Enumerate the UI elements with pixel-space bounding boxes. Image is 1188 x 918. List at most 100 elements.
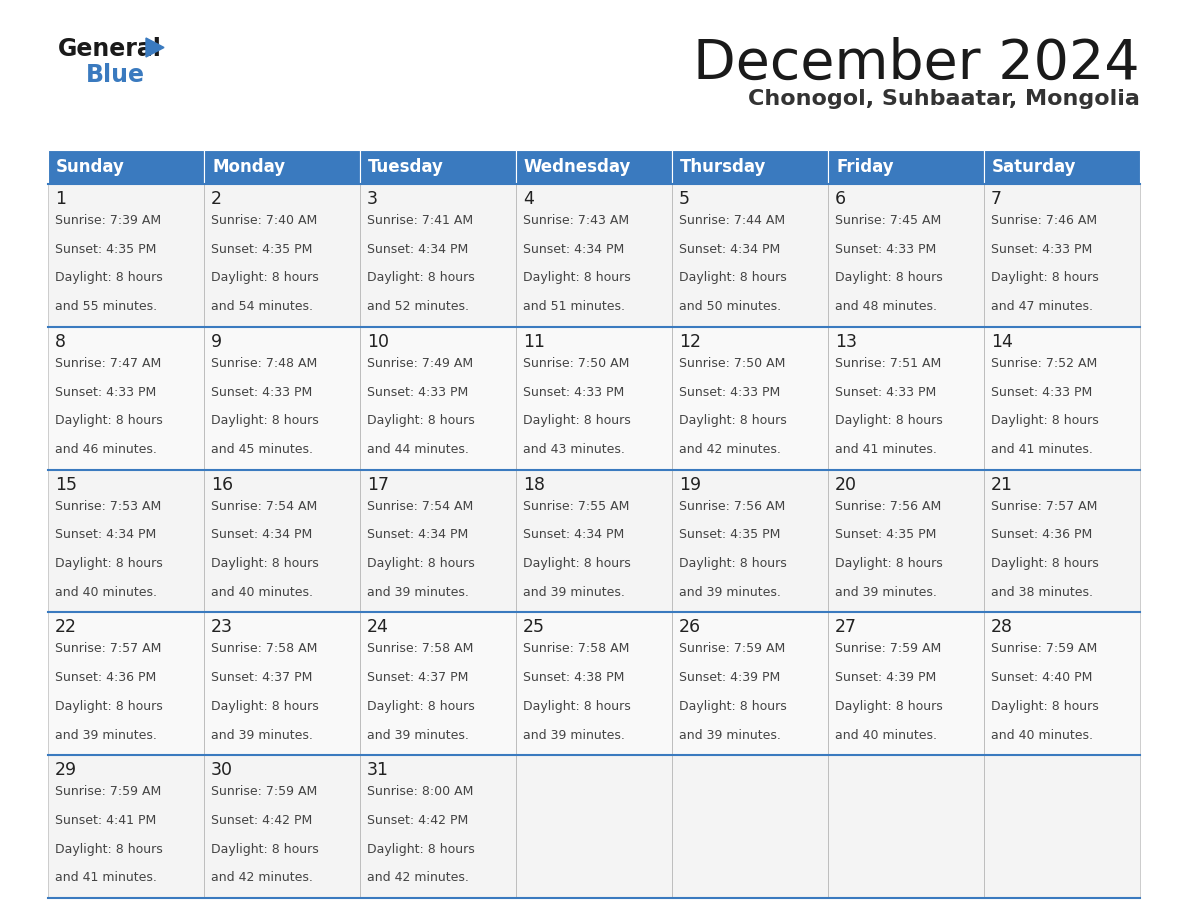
Text: Daylight: 8 hours: Daylight: 8 hours xyxy=(55,272,163,285)
Bar xyxy=(516,612,672,756)
Text: Blue: Blue xyxy=(86,63,145,87)
Bar xyxy=(516,327,672,470)
Text: Sunset: 4:33 PM: Sunset: 4:33 PM xyxy=(835,242,936,256)
Text: 30: 30 xyxy=(211,761,233,779)
Bar xyxy=(204,184,360,327)
Text: Sunset: 4:33 PM: Sunset: 4:33 PM xyxy=(991,386,1092,398)
Text: Sunset: 4:42 PM: Sunset: 4:42 PM xyxy=(211,814,312,827)
Text: and 42 minutes.: and 42 minutes. xyxy=(367,871,469,884)
Bar xyxy=(48,612,204,756)
Text: Daylight: 8 hours: Daylight: 8 hours xyxy=(991,557,1099,570)
Bar xyxy=(360,612,516,756)
Text: Sunset: 4:34 PM: Sunset: 4:34 PM xyxy=(523,528,624,542)
Text: 21: 21 xyxy=(991,476,1013,494)
Text: and 52 minutes.: and 52 minutes. xyxy=(367,300,469,313)
Text: December 2024: December 2024 xyxy=(694,37,1140,91)
Text: 14: 14 xyxy=(991,333,1013,351)
Bar xyxy=(360,184,516,327)
Bar xyxy=(672,470,828,612)
Bar xyxy=(828,756,984,898)
Text: 24: 24 xyxy=(367,619,388,636)
Text: Sunrise: 7:59 AM: Sunrise: 7:59 AM xyxy=(835,643,941,655)
Bar xyxy=(672,150,828,184)
Text: Daylight: 8 hours: Daylight: 8 hours xyxy=(55,843,163,856)
Text: 27: 27 xyxy=(835,619,857,636)
Text: Sunset: 4:40 PM: Sunset: 4:40 PM xyxy=(991,671,1093,684)
Text: Tuesday: Tuesday xyxy=(368,158,444,176)
Bar xyxy=(516,470,672,612)
Text: 3: 3 xyxy=(367,190,378,208)
Text: Daylight: 8 hours: Daylight: 8 hours xyxy=(367,557,475,570)
Bar xyxy=(204,470,360,612)
Text: Daylight: 8 hours: Daylight: 8 hours xyxy=(991,700,1099,712)
Text: Sunset: 4:34 PM: Sunset: 4:34 PM xyxy=(55,528,157,542)
Text: Sunday: Sunday xyxy=(56,158,125,176)
Text: and 39 minutes.: and 39 minutes. xyxy=(680,586,781,599)
Bar xyxy=(516,184,672,327)
Text: Sunset: 4:34 PM: Sunset: 4:34 PM xyxy=(523,242,624,256)
Text: and 39 minutes.: and 39 minutes. xyxy=(211,729,312,742)
Text: and 42 minutes.: and 42 minutes. xyxy=(680,442,781,456)
Text: Sunset: 4:38 PM: Sunset: 4:38 PM xyxy=(523,671,625,684)
Text: and 39 minutes.: and 39 minutes. xyxy=(523,586,625,599)
Text: 25: 25 xyxy=(523,619,545,636)
Text: Sunset: 4:37 PM: Sunset: 4:37 PM xyxy=(211,671,312,684)
Text: and 55 minutes.: and 55 minutes. xyxy=(55,300,157,313)
Bar xyxy=(672,612,828,756)
Text: Wednesday: Wednesday xyxy=(524,158,631,176)
Text: 1: 1 xyxy=(55,190,67,208)
Text: and 39 minutes.: and 39 minutes. xyxy=(367,586,469,599)
Text: Chonogol, Suhbaatar, Mongolia: Chonogol, Suhbaatar, Mongolia xyxy=(748,89,1140,109)
Text: Sunrise: 7:59 AM: Sunrise: 7:59 AM xyxy=(55,785,162,798)
Text: and 39 minutes.: and 39 minutes. xyxy=(367,729,469,742)
Text: Saturday: Saturday xyxy=(992,158,1076,176)
Text: Sunrise: 7:49 AM: Sunrise: 7:49 AM xyxy=(367,357,473,370)
Text: 23: 23 xyxy=(211,619,233,636)
Text: Sunrise: 7:47 AM: Sunrise: 7:47 AM xyxy=(55,357,162,370)
Text: Sunset: 4:33 PM: Sunset: 4:33 PM xyxy=(367,386,468,398)
Text: Sunset: 4:37 PM: Sunset: 4:37 PM xyxy=(367,671,468,684)
Text: Sunrise: 7:40 AM: Sunrise: 7:40 AM xyxy=(211,214,317,227)
Bar xyxy=(204,756,360,898)
Text: Friday: Friday xyxy=(836,158,893,176)
Bar xyxy=(48,150,204,184)
Text: and 41 minutes.: and 41 minutes. xyxy=(991,442,1093,456)
Text: Sunset: 4:35 PM: Sunset: 4:35 PM xyxy=(211,242,312,256)
Bar xyxy=(984,184,1140,327)
Text: 18: 18 xyxy=(523,476,545,494)
Text: and 39 minutes.: and 39 minutes. xyxy=(835,586,937,599)
Text: Daylight: 8 hours: Daylight: 8 hours xyxy=(211,272,318,285)
Text: Monday: Monday xyxy=(211,158,285,176)
Text: Sunrise: 7:58 AM: Sunrise: 7:58 AM xyxy=(367,643,473,655)
Text: Daylight: 8 hours: Daylight: 8 hours xyxy=(835,700,943,712)
Text: 6: 6 xyxy=(835,190,846,208)
Text: Sunrise: 7:46 AM: Sunrise: 7:46 AM xyxy=(991,214,1098,227)
Text: and 40 minutes.: and 40 minutes. xyxy=(55,586,157,599)
Bar xyxy=(828,184,984,327)
Text: and 40 minutes.: and 40 minutes. xyxy=(835,729,937,742)
Text: and 45 minutes.: and 45 minutes. xyxy=(211,442,312,456)
Text: Daylight: 8 hours: Daylight: 8 hours xyxy=(211,843,318,856)
Text: Sunset: 4:34 PM: Sunset: 4:34 PM xyxy=(367,242,468,256)
Text: Daylight: 8 hours: Daylight: 8 hours xyxy=(835,414,943,427)
Text: 12: 12 xyxy=(680,333,701,351)
Text: Sunset: 4:35 PM: Sunset: 4:35 PM xyxy=(680,528,781,542)
Bar xyxy=(984,612,1140,756)
Text: Daylight: 8 hours: Daylight: 8 hours xyxy=(680,414,786,427)
Bar xyxy=(48,470,204,612)
Text: Sunrise: 7:56 AM: Sunrise: 7:56 AM xyxy=(835,499,941,512)
Bar xyxy=(204,327,360,470)
Bar xyxy=(828,327,984,470)
Bar xyxy=(360,470,516,612)
Text: and 46 minutes.: and 46 minutes. xyxy=(55,442,157,456)
Text: General: General xyxy=(58,37,162,61)
Text: Daylight: 8 hours: Daylight: 8 hours xyxy=(835,272,943,285)
Bar xyxy=(516,150,672,184)
Text: Daylight: 8 hours: Daylight: 8 hours xyxy=(367,843,475,856)
Text: Daylight: 8 hours: Daylight: 8 hours xyxy=(523,557,631,570)
Text: Daylight: 8 hours: Daylight: 8 hours xyxy=(55,414,163,427)
Text: Sunrise: 7:59 AM: Sunrise: 7:59 AM xyxy=(991,643,1098,655)
Text: Sunset: 4:34 PM: Sunset: 4:34 PM xyxy=(367,528,468,542)
Text: Sunrise: 7:43 AM: Sunrise: 7:43 AM xyxy=(523,214,630,227)
Text: Sunrise: 7:57 AM: Sunrise: 7:57 AM xyxy=(55,643,162,655)
